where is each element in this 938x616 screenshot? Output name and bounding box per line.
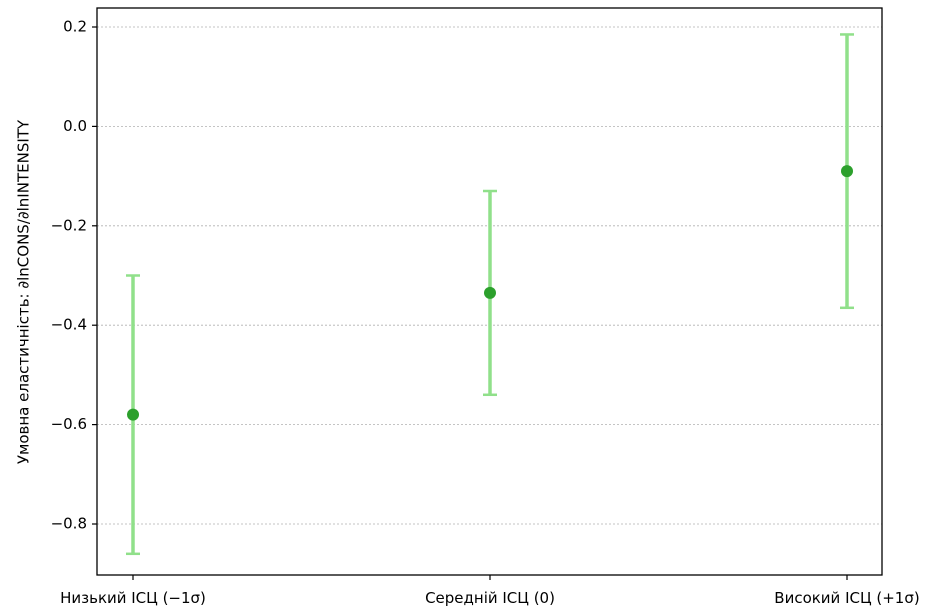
plot-frame: [96, 7, 883, 576]
data-point: [484, 286, 496, 299]
x-tick-label: Низький ІСЦ (−1σ): [60, 589, 206, 607]
y-tick-label: −0.2: [51, 216, 87, 234]
x-tick-label: Високий ІСЦ (+1σ): [774, 589, 919, 607]
x-tick-label: Середній ІСЦ (0): [425, 589, 555, 607]
y-axis: 0.2 0.0 −0.2 −0.4 −0.6 −0.8: [51, 18, 97, 533]
y-tick-label: 0.2: [63, 18, 87, 36]
y-tick-label: −0.4: [51, 316, 87, 334]
y-tick-label: −0.8: [51, 515, 87, 533]
y-tick-label: −0.6: [51, 415, 87, 433]
points: [127, 165, 853, 421]
data-point: [841, 165, 853, 178]
x-axis: Низький ІСЦ (−1σ) Середній ІСЦ (0) Високий…: [60, 575, 920, 607]
data-point: [127, 408, 139, 421]
y-tick-label: 0.0: [63, 117, 87, 135]
y-axis-title: Умовна еластичність: ∂lnCONS/∂lnINTENSIT…: [15, 119, 33, 464]
